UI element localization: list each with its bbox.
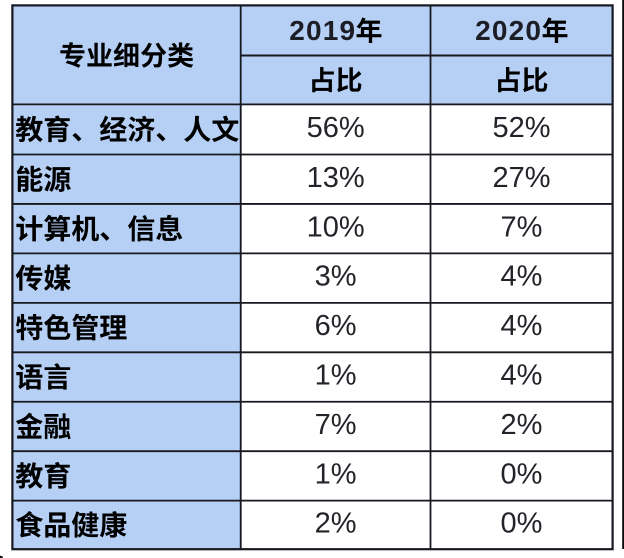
- svg-text:2020: 2020: [475, 15, 542, 46]
- svg-text:13%: 13%: [307, 162, 365, 194]
- svg-text:10%: 10%: [307, 211, 365, 243]
- svg-text:1%: 1%: [315, 360, 357, 392]
- svg-text:7%: 7%: [501, 211, 543, 243]
- svg-text:4%: 4%: [501, 310, 543, 342]
- svg-text:0%: 0%: [501, 459, 543, 491]
- svg-text:56%: 56%: [307, 112, 365, 144]
- svg-text:27%: 27%: [492, 162, 550, 194]
- svg-text:6%: 6%: [315, 310, 357, 342]
- svg-text:2%: 2%: [315, 508, 357, 540]
- svg-text:0%: 0%: [501, 508, 543, 540]
- svg-text:2019: 2019: [289, 15, 356, 46]
- svg-text:1%: 1%: [315, 459, 357, 491]
- svg-text:4%: 4%: [501, 360, 543, 392]
- svg-text:52%: 52%: [492, 112, 550, 144]
- svg-text:3%: 3%: [315, 261, 357, 293]
- svg-text:7%: 7%: [315, 409, 357, 441]
- svg-text:4%: 4%: [501, 261, 543, 293]
- svg-text:2%: 2%: [501, 409, 543, 441]
